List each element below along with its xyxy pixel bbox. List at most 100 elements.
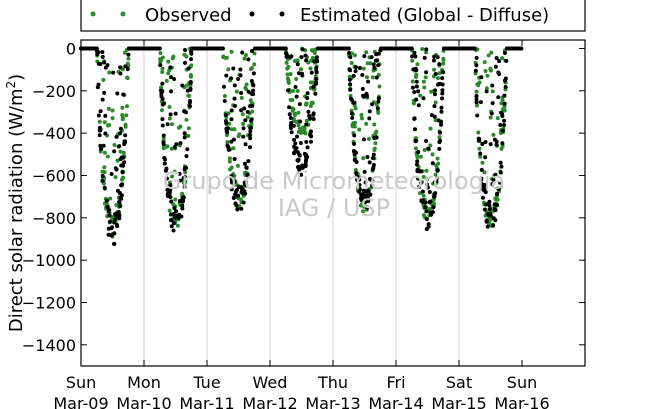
point-estimated-global-diffuse (440, 96, 445, 101)
point-estimated-global-diffuse (497, 72, 502, 77)
point-observed (175, 223, 180, 228)
point-estimated-global-diffuse (414, 84, 419, 89)
point-estimated-global-diffuse (102, 60, 107, 65)
point-observed (173, 197, 178, 202)
point-estimated-global-diffuse (432, 54, 437, 59)
point-observed (415, 62, 420, 67)
point-estimated-global-diffuse (182, 166, 187, 171)
point-estimated-global-diffuse (235, 207, 240, 212)
point-estimated-global-diffuse (251, 83, 256, 88)
point-estimated-global-diffuse (477, 136, 482, 141)
point-observed (123, 124, 128, 129)
point-observed (239, 95, 244, 100)
point-estimated-global-diffuse (108, 219, 113, 224)
point-observed (296, 129, 301, 134)
point-estimated-global-diffuse (440, 91, 445, 96)
point-estimated-global-diffuse (424, 139, 429, 144)
point-estimated-global-diffuse (415, 169, 420, 174)
point-estimated-global-diffuse (160, 89, 165, 94)
point-estimated-global-diffuse (173, 111, 178, 116)
point-estimated-global-diffuse (231, 196, 236, 201)
point-estimated-global-diffuse (160, 96, 165, 101)
point-estimated-global-diffuse (347, 77, 352, 82)
point-observed (413, 146, 418, 151)
point-observed (495, 116, 500, 121)
point-estimated-global-diffuse (188, 86, 193, 91)
point-estimated-global-diffuse (312, 59, 317, 64)
point-estimated-global-diffuse (100, 178, 105, 183)
point-estimated-global-diffuse (497, 59, 502, 64)
point-observed (227, 159, 232, 164)
point-observed (359, 116, 364, 121)
point-estimated-global-diffuse (161, 142, 166, 147)
point-estimated-global-diffuse (414, 68, 419, 73)
point-estimated-global-diffuse (367, 160, 372, 165)
point-estimated-global-diffuse (498, 160, 503, 165)
point-estimated-global-diffuse (437, 146, 442, 151)
point-estimated-global-diffuse (354, 170, 359, 175)
point-observed (499, 101, 504, 106)
point-estimated-global-diffuse (437, 62, 442, 67)
point-estimated-global-diffuse (188, 98, 193, 103)
point-estimated-global-diffuse (502, 118, 507, 123)
point-observed (353, 106, 358, 111)
point-observed (433, 118, 438, 123)
point-estimated-global-diffuse (480, 183, 485, 188)
point-estimated-global-diffuse (305, 96, 310, 101)
point-observed (166, 59, 171, 64)
point-estimated-global-diffuse (123, 64, 128, 69)
point-observed (169, 174, 174, 179)
point-observed (489, 50, 494, 55)
point-observed (285, 76, 290, 81)
x-tick-label-date: Mar-16 (494, 394, 549, 409)
point-observed (292, 112, 297, 117)
point-observed (105, 154, 110, 159)
point-estimated-global-diffuse (123, 133, 128, 138)
point-observed (102, 170, 107, 175)
point-estimated-global-diffuse (440, 88, 445, 93)
x-tick-label-day: Thu (317, 373, 348, 392)
point-estimated-global-diffuse (240, 50, 245, 55)
point-estimated-global-diffuse (176, 215, 181, 220)
point-observed (158, 58, 163, 63)
point-observed (245, 115, 250, 120)
point-estimated-global-diffuse (433, 191, 438, 196)
point-estimated-global-diffuse (161, 133, 166, 138)
point-estimated-global-diffuse (435, 168, 440, 173)
point-estimated-global-diffuse (126, 52, 131, 57)
point-estimated-global-diffuse (246, 159, 251, 164)
point-estimated-global-diffuse (365, 155, 370, 160)
point-observed (364, 50, 369, 55)
point-estimated-global-diffuse (248, 136, 253, 141)
point-estimated-global-diffuse (352, 133, 357, 138)
point-observed (240, 112, 245, 117)
point-estimated-global-diffuse (95, 52, 100, 57)
point-observed (295, 58, 300, 63)
point-estimated-global-diffuse (298, 140, 303, 145)
point-estimated-global-diffuse (242, 161, 247, 166)
point-observed (159, 108, 164, 113)
point-estimated-global-diffuse (117, 213, 122, 218)
watermark: Grupo de Micrometeorologia IAG / USP (163, 167, 505, 222)
x-tick-label-date: Mar-10 (116, 394, 171, 409)
point-estimated-global-diffuse (182, 184, 187, 189)
point-observed (421, 213, 426, 218)
point-observed (298, 67, 303, 72)
point-estimated-global-diffuse (114, 134, 119, 139)
point-estimated-global-diffuse (246, 89, 251, 94)
point-estimated-global-diffuse (376, 51, 381, 56)
point-estimated-global-diffuse (289, 121, 294, 126)
point-observed (235, 163, 240, 168)
point-estimated-global-diffuse (414, 79, 419, 84)
point-estimated-global-diffuse (314, 70, 319, 75)
point-estimated-global-diffuse (115, 224, 120, 229)
point-estimated-global-diffuse (423, 200, 428, 205)
point-observed (125, 75, 130, 80)
point-estimated-global-diffuse (160, 81, 165, 86)
point-observed (184, 117, 189, 122)
point-estimated-global-diffuse (117, 144, 122, 149)
point-estimated-global-diffuse (171, 220, 176, 225)
point-estimated-global-diffuse (437, 140, 442, 145)
point-estimated-global-diffuse (168, 75, 173, 80)
point-estimated-global-diffuse (475, 113, 480, 118)
